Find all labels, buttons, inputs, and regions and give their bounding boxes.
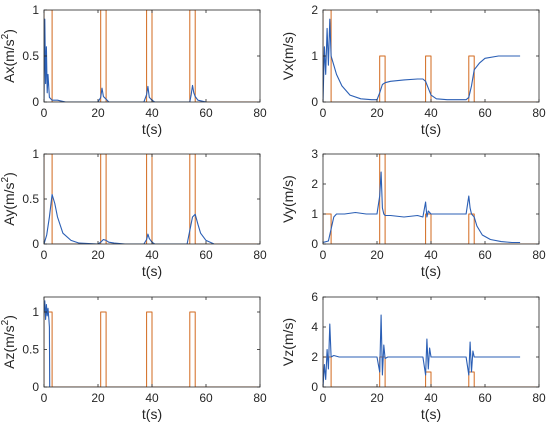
panel-1: 0 20 40 60 80 0 0.5 1 t(s) Ax(m/s2)	[0, 3, 267, 137]
x-tick-label: 0	[320, 391, 327, 405]
y-tick-label: 1	[32, 147, 39, 161]
panel-2: 0 20 40 60 80 0 1 2 t(s) Vx(m/s)	[280, 3, 546, 137]
y-tick-label: 1	[311, 49, 318, 63]
y-tick-label: 0	[32, 237, 39, 251]
y-axis-label-main: Az(m/s	[1, 325, 17, 369]
x-tick-label: 80	[253, 391, 267, 405]
y-axis-label: Az(m/s2)	[0, 315, 17, 369]
pulse-series-line	[323, 154, 539, 244]
y-tick-label: 0.5	[22, 49, 39, 63]
x-tick-label: 60	[478, 248, 492, 262]
x-tick-label: 80	[532, 391, 546, 405]
signal-series-line	[44, 18, 207, 102]
x-tick-label: 0	[320, 248, 327, 262]
x-tick-label: 40	[145, 248, 159, 262]
x-tick-label: 40	[424, 248, 438, 262]
y-axis-label: Vy(m/s)	[280, 175, 296, 223]
panel-6: 0 20 40 60 80 0 2 4 6 t(s) Vz(m/s)	[280, 290, 546, 422]
y-tick-label: 0	[311, 237, 318, 251]
x-tick-label: 80	[253, 106, 267, 120]
x-tick-label: 80	[532, 106, 546, 120]
x-tick-label: 60	[478, 391, 492, 405]
y-axis-label-end: )	[1, 29, 17, 34]
x-tick-label: 80	[253, 248, 267, 262]
y-axis-label: Ay(m/s2)	[0, 172, 17, 226]
x-axis-label: t(s)	[142, 406, 162, 422]
x-tick-label: 20	[91, 391, 105, 405]
y-axis-label-superscript: 2	[0, 33, 11, 39]
y-tick-label: 2	[311, 3, 318, 17]
y-tick-label: 1	[32, 305, 39, 319]
y-axis-label: Vx(m/s)	[280, 32, 296, 80]
y-axis-label: Vz(m/s)	[280, 318, 296, 366]
pulse-series-line	[44, 10, 260, 102]
x-axis-label: t(s)	[421, 263, 441, 279]
x-tick-label: 60	[478, 106, 492, 120]
signal-series-line	[44, 300, 51, 387]
y-axis-label: Ax(m/s2)	[0, 29, 17, 83]
pulse-series-line	[44, 154, 260, 244]
pulse-series-line	[44, 311, 260, 387]
x-axis-label: t(s)	[142, 121, 162, 137]
x-tick-label: 40	[145, 106, 159, 120]
y-axis-label-main: Ax(m/s	[1, 39, 17, 83]
y-axis-label-main: Ay(m/s	[1, 182, 17, 225]
y-tick-label: 0	[32, 380, 39, 394]
x-tick-label: 80	[532, 248, 546, 262]
y-tick-label: 0.5	[22, 192, 39, 206]
signal-series-line	[323, 18, 521, 102]
x-tick-label: 20	[91, 248, 105, 262]
x-tick-label: 40	[145, 391, 159, 405]
y-tick-label: 2	[311, 177, 318, 191]
x-tick-label: 0	[41, 106, 48, 120]
x-tick-label: 60	[199, 391, 213, 405]
x-tick-label: 60	[199, 248, 213, 262]
y-tick-label: 1	[32, 3, 39, 17]
x-axis-label: t(s)	[421, 406, 441, 422]
y-axis-label-end: )	[1, 315, 17, 320]
signal-series-line	[323, 171, 521, 244]
y-tick-label: 0	[311, 95, 318, 109]
y-axis-label-superscript: 2	[0, 319, 11, 325]
x-tick-label: 40	[424, 391, 438, 405]
x-tick-label: 20	[370, 391, 384, 405]
x-tick-label: 20	[370, 106, 384, 120]
panel-4: 0 20 40 60 80 0 1 2 3 t(s) Vy(m/s)	[280, 147, 546, 279]
x-tick-label: 60	[199, 106, 213, 120]
x-tick-label: 0	[320, 106, 327, 120]
y-tick-label: 0	[311, 380, 318, 394]
y-tick-label: 0.5	[22, 343, 39, 357]
x-axis-label: t(s)	[421, 121, 441, 137]
pulse-series-line	[323, 356, 539, 387]
x-tick-label: 20	[370, 248, 384, 262]
y-axis-label-superscript: 2	[0, 176, 11, 182]
panel-3: 0 20 40 60 80 0 0.5 1 t(s) Ay(m/s2)	[0, 147, 267, 279]
y-tick-label: 4	[311, 320, 318, 334]
x-tick-label: 40	[424, 106, 438, 120]
x-tick-label: 0	[41, 248, 48, 262]
y-axis-label-end: )	[1, 172, 17, 177]
x-tick-label: 20	[91, 106, 105, 120]
y-tick-label: 2	[311, 350, 318, 364]
x-axis-label: t(s)	[142, 263, 162, 279]
y-tick-label: 3	[311, 147, 318, 161]
x-tick-label: 0	[41, 391, 48, 405]
signal-series-line	[44, 193, 215, 244]
signal-series-line	[323, 314, 521, 387]
y-tick-label: 6	[311, 290, 318, 304]
y-tick-label: 1	[311, 207, 318, 221]
pulse-series-line	[323, 10, 539, 102]
y-tick-label: 0	[32, 95, 39, 109]
panel-5: 0 20 40 60 80 0 0.5 1 t(s) Az(m/s2)	[0, 296, 267, 422]
